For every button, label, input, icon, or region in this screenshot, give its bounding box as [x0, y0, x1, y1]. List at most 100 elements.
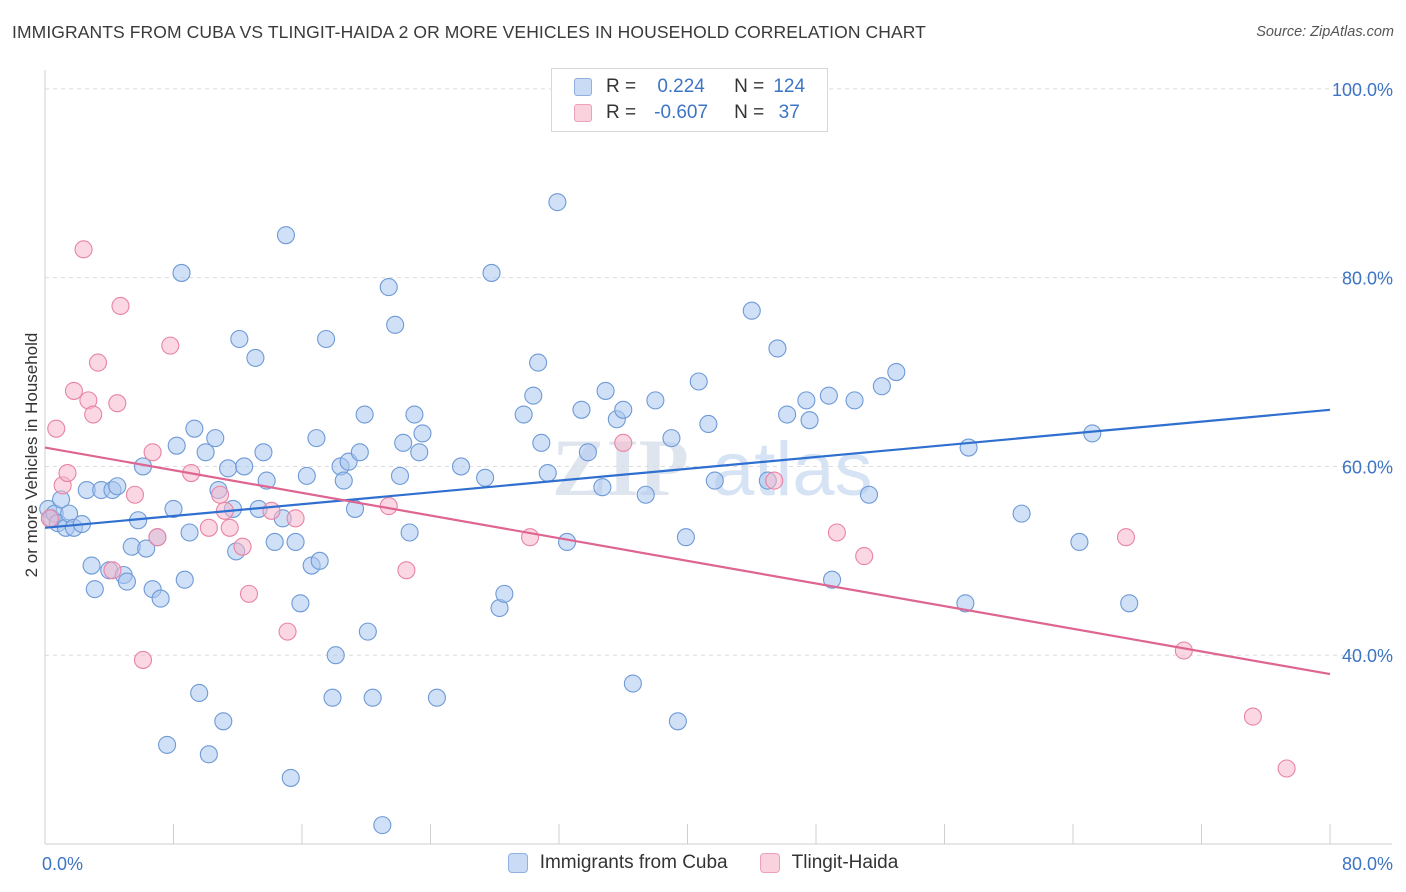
point-cuba — [291, 594, 310, 613]
point-tlingit — [199, 518, 218, 537]
point-cuba — [529, 353, 548, 372]
point-cuba — [1120, 594, 1139, 613]
point-cuba — [108, 477, 127, 496]
legend-swatch-tlingit — [574, 104, 592, 122]
x-tick-label: 0.0% — [42, 854, 83, 874]
point-cuba — [819, 386, 838, 405]
tick-labels: 40.0% 60.0% 80.0% 100.0% 0.0% 80.0% — [42, 80, 1393, 874]
point-cuba — [158, 735, 177, 754]
point-cuba — [614, 400, 633, 419]
point-cuba — [151, 589, 170, 608]
point-cuba — [82, 556, 101, 575]
point-cuba — [778, 405, 797, 424]
point-tlingit — [84, 405, 103, 424]
point-cuba — [219, 459, 238, 478]
y-tick-label: 60.0% — [1342, 457, 1393, 477]
point-cuba — [394, 433, 413, 452]
point-cuba — [699, 414, 718, 434]
point-tlingit — [765, 471, 784, 490]
chart-title: IMMIGRANTS FROM CUBA VS TLINGIT-HAIDA 2 … — [12, 22, 926, 42]
point-cuba — [214, 712, 233, 731]
point-tlingit — [239, 584, 259, 603]
point-cuba — [323, 688, 342, 707]
y-tick-label: 80.0% — [1342, 269, 1393, 289]
point-cuba — [276, 226, 295, 245]
legend-item-cuba: Immigrants from Cuba — [507, 852, 728, 874]
watermark-atlas: atlas — [712, 427, 873, 512]
point-cuba — [206, 429, 225, 448]
point-cuba — [355, 405, 374, 424]
y-axis-label: 2 or more Vehicles in Household — [22, 333, 41, 578]
point-tlingit — [148, 528, 167, 547]
point-tlingit — [855, 547, 874, 566]
point-cuba — [572, 400, 591, 419]
point-cuba — [859, 485, 879, 504]
point-tlingit — [220, 518, 239, 537]
point-cuba — [137, 539, 156, 558]
point-tlingit — [1116, 528, 1136, 547]
y-tick-label: 100.0% — [1332, 80, 1393, 100]
r-label: R = — [606, 102, 637, 123]
point-cuba — [524, 386, 543, 405]
point-cuba — [85, 580, 104, 599]
point-cuba — [668, 712, 687, 731]
r-value: 0.224 — [657, 76, 705, 97]
point-cuba — [1070, 532, 1089, 552]
point-cuba — [390, 466, 410, 485]
y-tick-label: 40.0% — [1342, 646, 1393, 666]
point-cuba — [358, 622, 377, 641]
point-cuba — [768, 339, 787, 358]
point-cuba — [310, 551, 329, 570]
point-cuba — [286, 532, 305, 552]
point-cuba — [797, 391, 816, 410]
x-tick-label: 80.0% — [1342, 854, 1393, 874]
point-tlingit — [143, 443, 162, 462]
point-tlingit — [47, 419, 66, 438]
point-cuba — [307, 429, 326, 448]
axes — [44, 70, 1392, 845]
correlation-legend: R = 0.224 N = 124 R = -0.607 N = 37 — [551, 68, 828, 132]
point-cuba — [887, 362, 906, 382]
point-tlingit — [58, 463, 77, 483]
trend-lines — [44, 408, 1331, 676]
point-tlingit — [1243, 707, 1262, 726]
point-cuba — [872, 377, 891, 396]
point-cuba — [254, 443, 273, 462]
point-cuba — [185, 419, 204, 438]
legend-label-tlingit: Tlingit-Haida — [791, 852, 899, 873]
point-tlingit — [74, 240, 93, 259]
point-cuba — [662, 429, 681, 448]
point-cuba — [265, 532, 284, 552]
point-cuba — [405, 405, 424, 424]
point-cuba — [476, 468, 495, 487]
point-cuba — [400, 523, 419, 542]
n-value: 37 — [778, 102, 800, 123]
point-cuba — [180, 523, 199, 542]
r-label: R = — [606, 76, 637, 97]
point-tlingit — [125, 485, 144, 504]
point-cuba — [196, 443, 215, 462]
point-cuba — [379, 278, 398, 297]
point-cuba — [596, 381, 615, 400]
point-tlingit — [827, 523, 846, 542]
point-cuba — [578, 443, 597, 462]
point-tlingit — [397, 561, 416, 580]
legend-item-tlingit: Tlingit-Haida — [759, 852, 899, 874]
point-cuba — [117, 572, 136, 591]
legend-swatch-cuba — [574, 78, 592, 96]
point-tlingit — [262, 501, 281, 520]
point-tlingit — [133, 650, 153, 669]
point-tlingit — [108, 394, 127, 413]
point-cuba — [164, 499, 183, 518]
point-cuba — [482, 263, 501, 282]
point-cuba — [297, 466, 316, 485]
point-cuba — [548, 193, 567, 212]
legend-swatch-tlingit — [759, 853, 780, 873]
point-cuba — [190, 683, 209, 703]
point-cuba — [363, 688, 382, 707]
n-label: N = — [734, 76, 765, 97]
n-label: N = — [734, 102, 765, 123]
point-tlingit — [111, 296, 130, 316]
point-tlingit — [614, 433, 633, 452]
